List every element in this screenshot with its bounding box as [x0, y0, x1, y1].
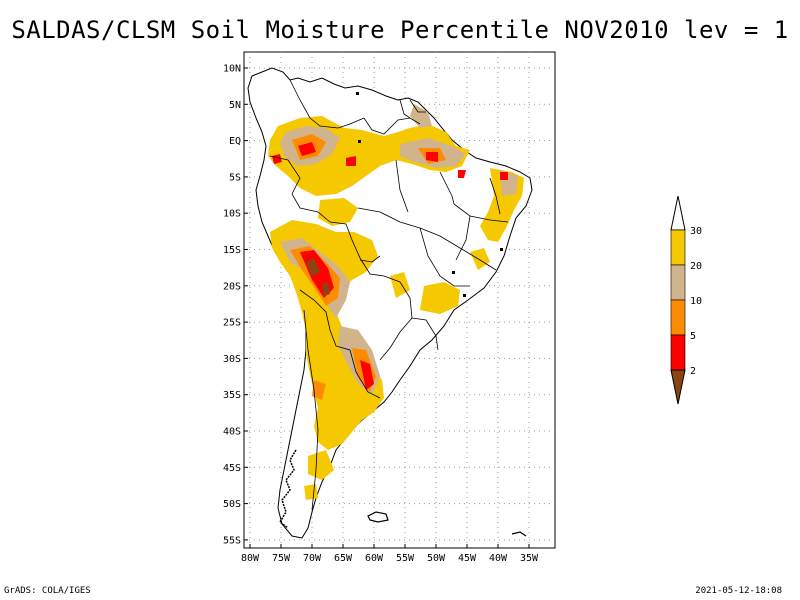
lat-tick-label: EQ	[229, 136, 241, 147]
patch-below-2	[306, 258, 320, 276]
lat-tick-label: 45S	[223, 463, 241, 474]
lon-tick-label: 70W	[303, 553, 322, 564]
legend-color-box	[670, 264, 686, 301]
map-title: SALDAS/CLSM Soil Moisture Percentile NOV…	[11, 16, 789, 44]
lat-tick-label: 55S	[223, 535, 241, 546]
footer-grads-credit: GrADS: COLA/IGES	[4, 586, 91, 596]
lat-tick-label: 10N	[223, 64, 241, 75]
country-borders	[269, 79, 509, 511]
patch-2-5	[360, 360, 374, 390]
patch-20-30	[470, 248, 490, 270]
patch-2-5	[346, 156, 356, 166]
patch-20-30	[318, 198, 358, 226]
legend-label: 30	[690, 226, 702, 237]
lon-tick-label: 55W	[396, 553, 415, 564]
south-georgia-mark	[511, 531, 527, 537]
percentile-patches	[268, 104, 524, 500]
latitude-axis: 10N 5N EQ 5S 10S 15S 20S 25S 30S 35S 40S 45S 50S 55S	[223, 64, 248, 546]
lon-tick-label: 60W	[365, 553, 384, 564]
chile-fjords	[279, 449, 297, 529]
lat-tick-label: 40S	[223, 427, 241, 438]
patch-20-30	[420, 282, 460, 314]
patch-2-5	[500, 172, 508, 180]
lat-tick-label: 30S	[223, 354, 241, 365]
footer-timestamp: 2021-05-12-18:08	[695, 586, 782, 596]
patch-2-5	[272, 154, 282, 164]
legend-label: 5	[690, 331, 696, 342]
patch-2-5	[298, 142, 316, 156]
falkland-islands	[367, 511, 389, 523]
patch-20-30	[270, 220, 384, 450]
patch-2-5	[458, 170, 466, 178]
colorbar-legend: 30 20 10 5 2	[670, 195, 702, 405]
patch-below-2	[322, 282, 330, 296]
patch-20-30	[308, 450, 334, 480]
lon-tick-label: 65W	[334, 553, 353, 564]
patch-10-20	[410, 104, 432, 128]
lon-tick-label: 40W	[489, 553, 508, 564]
legend-below-2-arrow	[670, 369, 686, 405]
legend-label: 2	[690, 366, 696, 377]
lat-tick-label: 10S	[223, 209, 241, 220]
lat-tick-label: 20S	[223, 281, 241, 292]
lon-tick-label: 45W	[458, 553, 477, 564]
lon-tick-label: 75W	[272, 553, 291, 564]
legend-above-30-arrow	[670, 195, 686, 231]
lat-tick-label: 25S	[223, 318, 241, 329]
patch-2-5	[426, 152, 438, 162]
legend-label: 10	[690, 296, 702, 307]
lat-tick-label: 5S	[229, 172, 241, 183]
lat-tick-label: 15S	[223, 245, 241, 256]
legend-label: 20	[690, 261, 702, 272]
lon-tick-label: 35W	[520, 553, 539, 564]
lat-tick-label: 50S	[223, 499, 241, 510]
legend-color-box	[670, 229, 686, 266]
lon-tick-label: 50W	[427, 553, 446, 564]
patch-20-30	[304, 484, 318, 500]
lat-tick-label: 35S	[223, 390, 241, 401]
islands	[356, 92, 503, 297]
lon-tick-label: 80W	[241, 553, 260, 564]
patch-20-30	[390, 272, 410, 298]
legend-color-box	[670, 334, 686, 371]
lat-tick-label: 5N	[229, 100, 241, 111]
longitude-axis: 80W 75W 70W 65W 60W 55W 50W 45W 40W 35W	[241, 544, 539, 564]
patch-5-10	[312, 380, 326, 400]
legend-color-box	[670, 299, 686, 336]
